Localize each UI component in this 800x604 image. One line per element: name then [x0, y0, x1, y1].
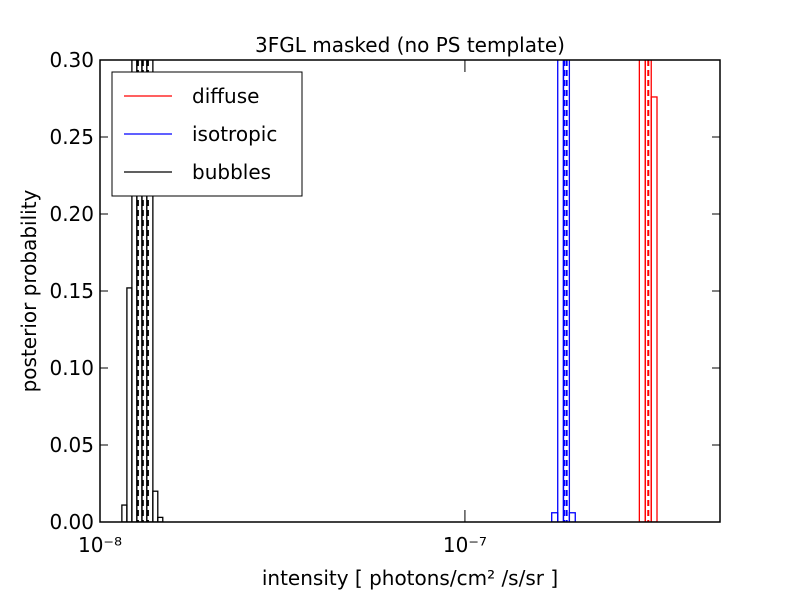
chart-title: 3FGL masked (no PS template)	[255, 33, 565, 57]
y-tick-label: 0.15	[49, 279, 94, 303]
y-tick-label: 0.25	[49, 125, 94, 149]
x-tick-label: 10⁻⁷	[443, 533, 487, 557]
y-axis-label: posterior probability	[17, 189, 41, 392]
y-tick-label: 0.30	[49, 48, 94, 72]
histogram-bin	[157, 516, 164, 522]
plot-area	[121, 60, 658, 522]
legend-label: isotropic	[192, 122, 277, 146]
y-tick-label: 0.05	[49, 433, 94, 457]
histogram-bin	[152, 490, 159, 522]
legend: diffuse isotropic bubbles	[111, 71, 303, 197]
x-axis-label: intensity [ photons/cm² /s/sr ]	[262, 566, 558, 590]
y-tick-label: 0.00	[49, 510, 94, 534]
y-tick-label: 0.10	[49, 356, 94, 380]
legend-label: diffuse	[192, 84, 259, 108]
histogram-bin	[568, 512, 576, 522]
legend-label: bubbles	[192, 160, 271, 184]
histogram-bin	[562, 60, 571, 522]
histogram-bin	[650, 96, 658, 522]
y-tick-label: 0.20	[49, 202, 94, 226]
x-tick-label: 10⁻⁸	[78, 533, 122, 557]
